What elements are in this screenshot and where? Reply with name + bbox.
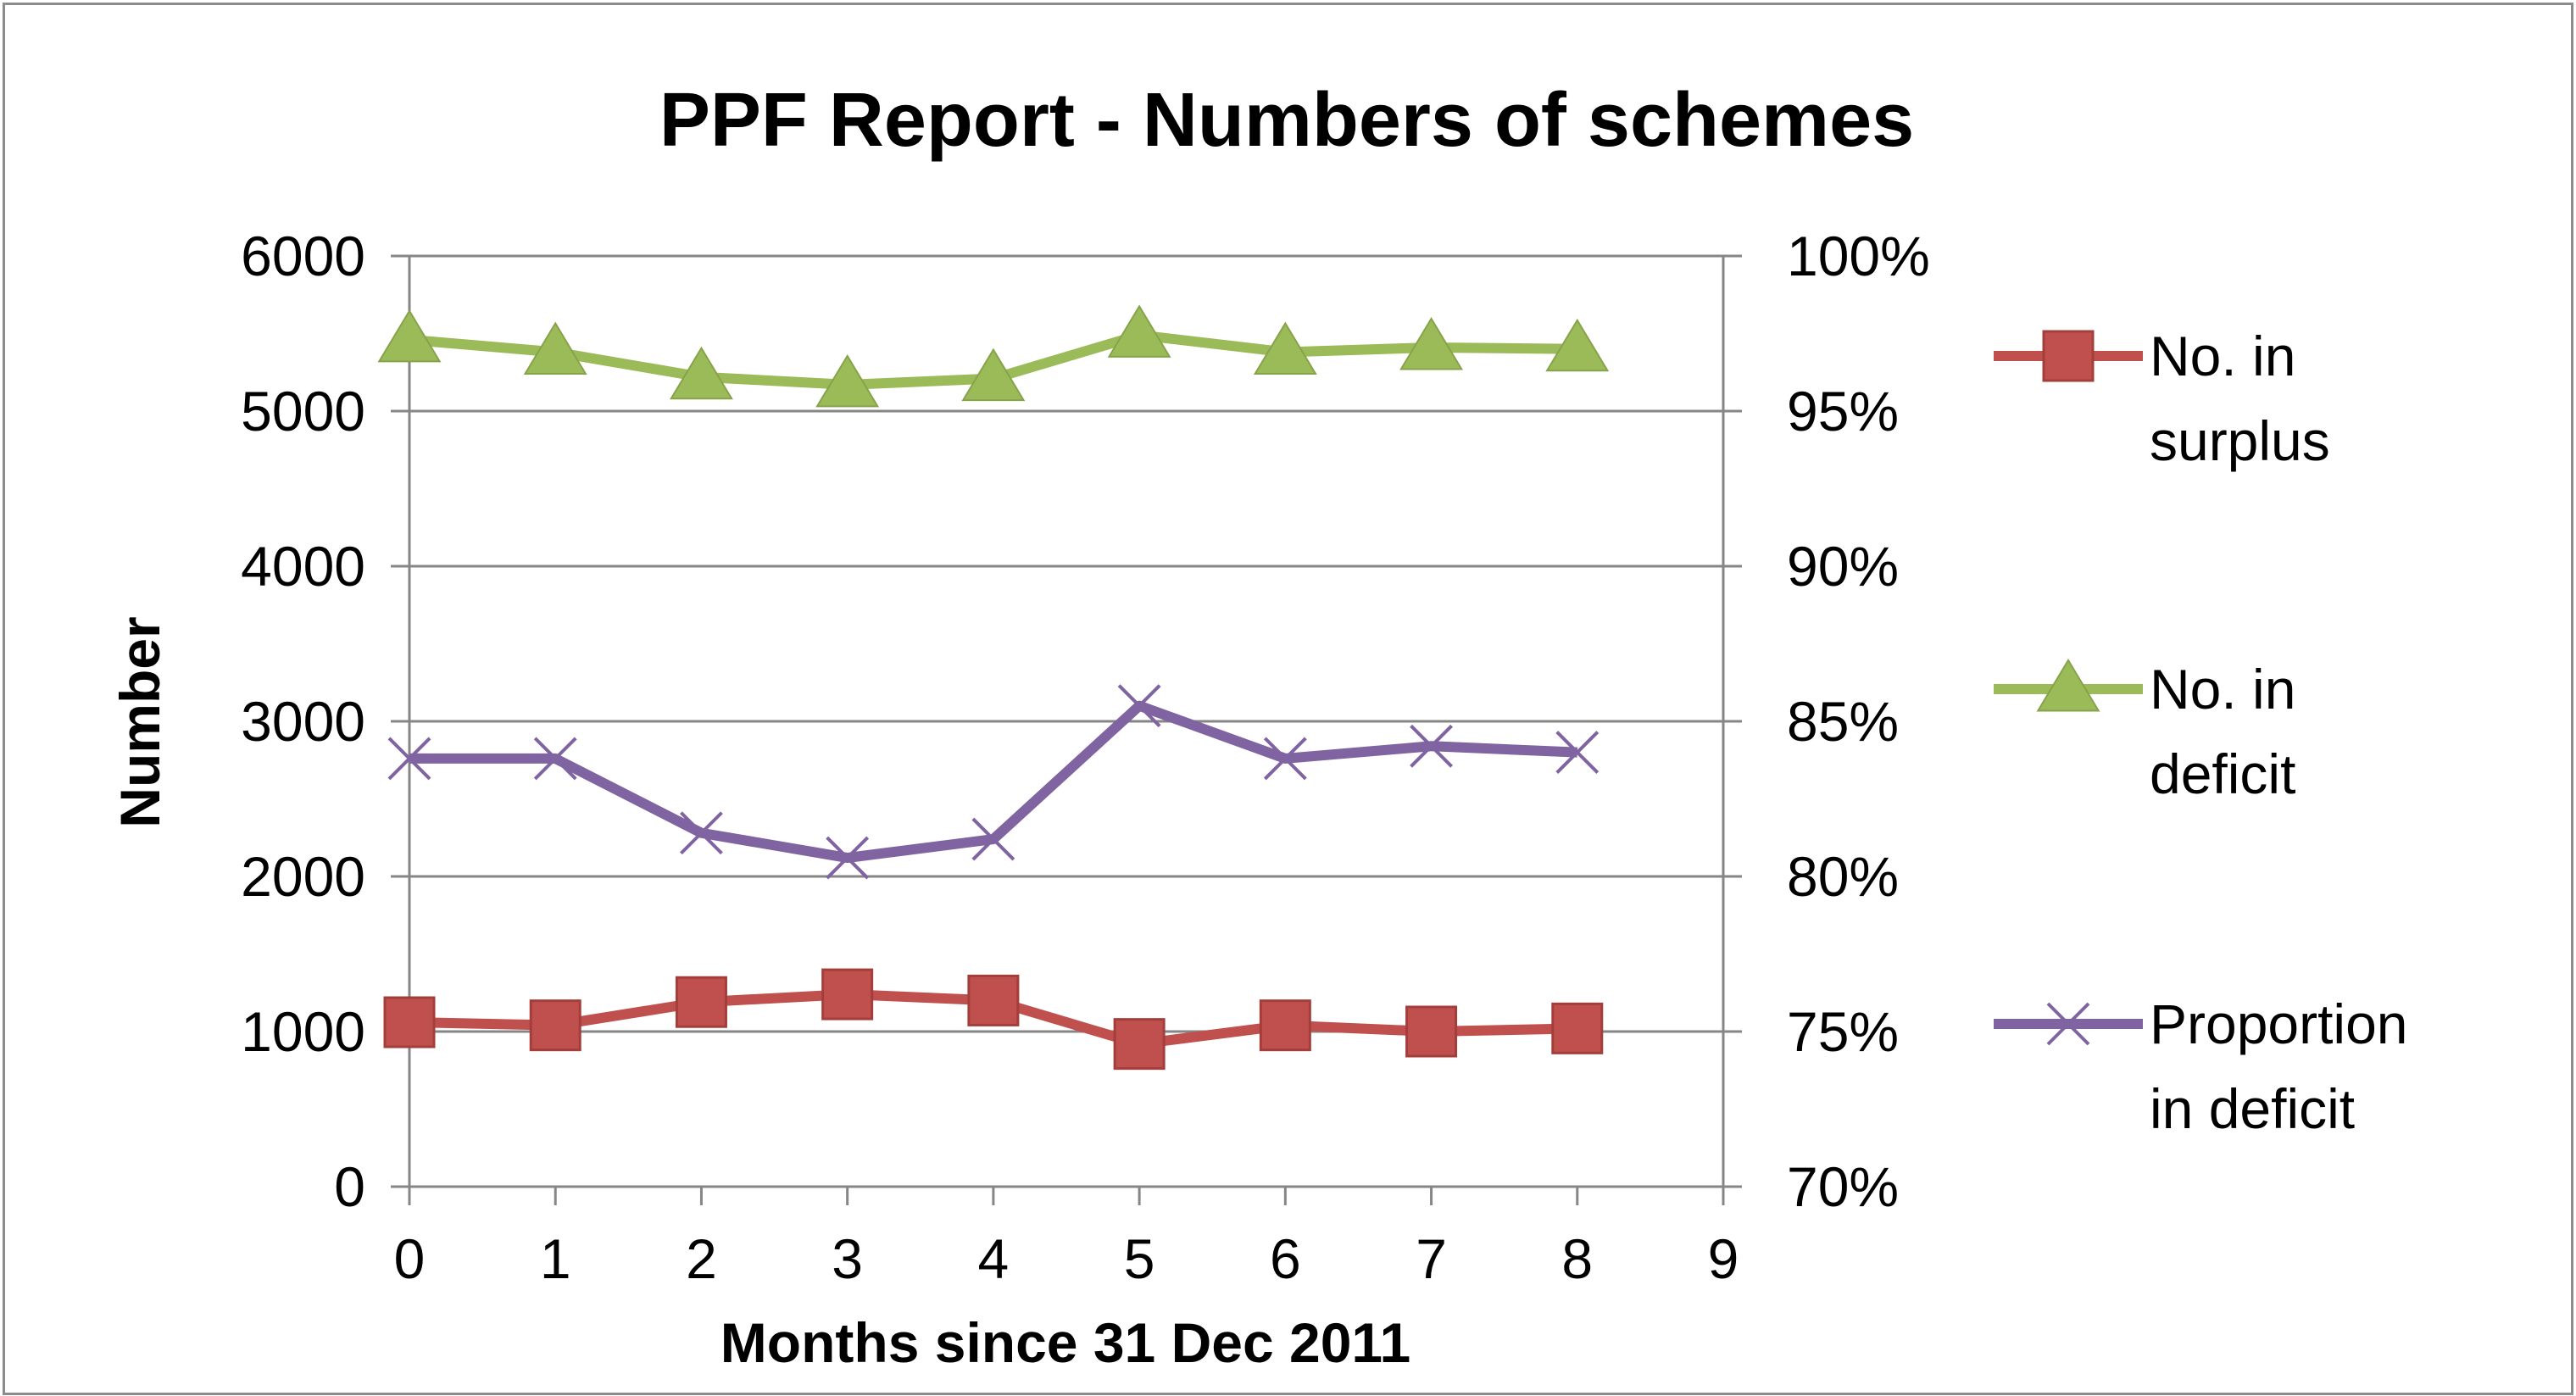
data-point <box>1551 1002 1604 1054</box>
legend-label: deficit <box>2150 742 2295 805</box>
legend-entry: Proportion in deficit <box>1994 993 2408 1140</box>
right-tick-label: 95% <box>1787 380 1899 442</box>
x-tick-label: 8 <box>1561 1227 1593 1290</box>
chart-frame <box>3 3 2573 1395</box>
legend: No. in surplus No. in deficit Proportion in d… <box>1994 325 2408 1140</box>
x-tick-label: 7 <box>1416 1227 1447 1290</box>
left-axis-ticks: 0 1000 2000 3000 4000 5000 6000 <box>241 225 409 1218</box>
x-axis-title: Months since 31 Dec 2011 <box>721 1311 1410 1374</box>
x-tick-label: 3 <box>832 1227 863 1290</box>
legend-swatch-marker <box>2042 330 2095 382</box>
data-point <box>821 968 874 1021</box>
legend-label: No. in <box>2150 658 2295 720</box>
right-tick-label: 90% <box>1787 535 1899 598</box>
data-point <box>1555 731 1600 775</box>
data-point <box>1113 1018 1166 1071</box>
legend-label: No. in <box>2150 325 2295 387</box>
right-axis-ticks: 70% 75% 80% 85% 90% 95% 100% <box>1723 225 1930 1218</box>
data-point <box>1405 1005 1458 1058</box>
data-point <box>971 817 1015 861</box>
data-point <box>387 737 431 781</box>
data-point <box>529 999 581 1052</box>
y-axis-title: Number <box>108 616 171 827</box>
series-proportion-in-deficit <box>387 684 1600 880</box>
data-point <box>523 321 587 375</box>
right-tick-label: 80% <box>1787 845 1899 908</box>
x-tick-label: 4 <box>978 1227 1010 1290</box>
data-point <box>377 309 442 363</box>
data-point <box>1410 724 1453 768</box>
right-tick-label: 85% <box>1787 690 1899 753</box>
data-point <box>1399 317 1464 370</box>
data-point <box>1263 737 1307 781</box>
right-tick-label: 100% <box>1787 225 1930 287</box>
data-point <box>1253 321 1317 375</box>
series-layer <box>377 304 1610 1071</box>
right-tick-label: 70% <box>1787 1155 1899 1218</box>
left-tick-label: 0 <box>334 1155 365 1218</box>
series-no-in-deficit <box>377 304 1610 408</box>
legend-label: Proportion <box>2150 993 2408 1055</box>
x-tick-label: 9 <box>1708 1227 1739 1290</box>
legend-swatch-marker <box>2046 1002 2090 1046</box>
data-point <box>826 836 870 880</box>
left-tick-label: 2000 <box>241 845 365 908</box>
data-point <box>1259 999 1311 1052</box>
series-no-in-surplus <box>383 968 1604 1071</box>
left-tick-label: 4000 <box>241 535 365 598</box>
data-point <box>680 811 723 855</box>
gridlines <box>409 254 1723 1033</box>
x-tick-label: 1 <box>540 1227 571 1290</box>
left-tick-label: 3000 <box>241 690 365 753</box>
data-point <box>1545 318 1610 372</box>
data-point <box>961 348 1026 402</box>
data-point <box>669 346 733 400</box>
data-point <box>383 996 436 1048</box>
legend-label: surplus <box>2150 409 2330 472</box>
left-tick-label: 6000 <box>241 225 365 287</box>
legend-entry: No. in deficit <box>1994 658 2295 805</box>
data-point <box>1107 304 1171 358</box>
legend-label: in deficit <box>2150 1077 2355 1140</box>
x-tick-label: 0 <box>394 1227 426 1290</box>
data-point <box>533 737 577 781</box>
x-tick-label: 2 <box>686 1227 717 1290</box>
chart-title: PPF Report - Numbers of schemes <box>659 78 1914 163</box>
right-tick-label: 75% <box>1787 1000 1899 1063</box>
series-line <box>409 700 1578 864</box>
x-tick-label: 6 <box>1270 1227 1301 1290</box>
data-point <box>815 353 880 408</box>
x-axis-ticks: 0 1 2 3 4 5 6 7 8 9 <box>394 1187 1739 1290</box>
data-point <box>1117 684 1161 728</box>
x-tick-label: 5 <box>1124 1227 1155 1290</box>
left-tick-label: 5000 <box>241 380 365 442</box>
left-tick-label: 1000 <box>241 1000 365 1063</box>
data-point <box>967 974 1020 1026</box>
legend-swatch-marker <box>2036 659 2100 712</box>
legend-entry: No. in surplus <box>1994 325 2330 472</box>
data-point <box>675 976 727 1028</box>
